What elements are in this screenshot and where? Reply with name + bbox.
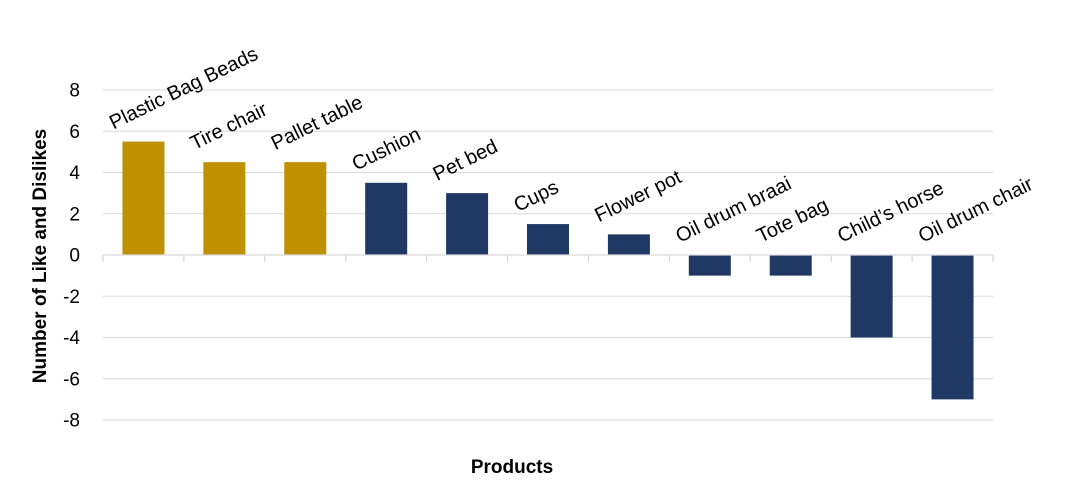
category-label: Pet bed: [430, 136, 502, 186]
axes: [102, 254, 994, 262]
y-tick-label: 8: [69, 81, 80, 102]
y-tick-label: -8: [63, 411, 80, 432]
y-tick-label: -4: [63, 328, 80, 349]
category-label: Flower pot: [591, 166, 685, 227]
y-tick-label: 4: [69, 163, 80, 184]
gridlines: [103, 89, 993, 421]
y-tick-label: 2: [69, 204, 80, 225]
bar: [769, 255, 812, 276]
bar: [607, 234, 650, 255]
bar: [446, 193, 489, 255]
y-tick-label: 6: [69, 122, 80, 143]
category-label: Cups: [511, 176, 563, 216]
bar: [122, 141, 165, 255]
bar: [850, 255, 893, 338]
bar: [688, 255, 731, 276]
bar: [931, 255, 974, 400]
category-label: Pallet table: [268, 92, 367, 155]
x-axis-title: Products: [471, 457, 553, 478]
y-tick-labels: 8 6 4 2 0 -2 -4 -6 -8: [63, 81, 80, 432]
y-tick-label: -2: [63, 287, 80, 308]
category-label: Tire chair: [187, 99, 271, 155]
bar: [365, 182, 408, 255]
bar: [203, 162, 246, 255]
bar: [284, 162, 327, 255]
bars: [122, 141, 974, 400]
y-tick-label: 0: [69, 246, 80, 267]
y-tick-label: -6: [63, 369, 80, 390]
y-axis-title: Number of Like and Dislikes: [30, 129, 51, 383]
bar: [527, 224, 569, 255]
